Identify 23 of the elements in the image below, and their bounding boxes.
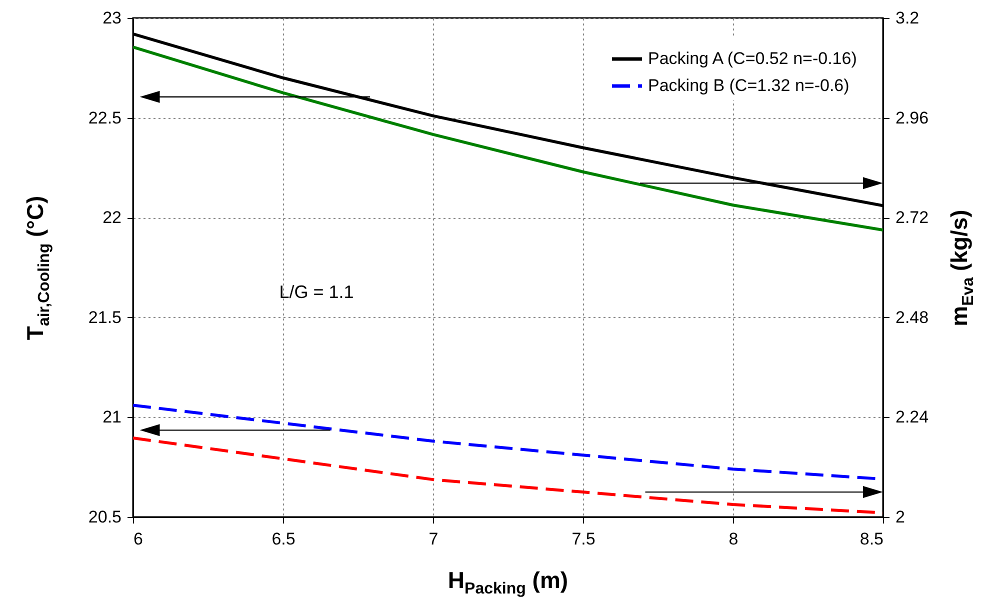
y2-tick-label: 2.72 <box>896 208 929 228</box>
x-tick-label: 6 <box>134 530 143 548</box>
y-tick-label: 22.5 <box>88 108 122 128</box>
x-tick-label: 7 <box>428 530 438 548</box>
x-tick-label: 6.5 <box>272 530 296 548</box>
legend-label: Packing A (C=0.52 n=-0.16) <box>648 49 857 68</box>
y-tick-label: 20.5 <box>88 508 122 526</box>
legend-label: Packing B (C=1.32 n=-0.6) <box>648 76 850 95</box>
x-tick-label: 8 <box>728 530 738 548</box>
y2-tick-label: 2.48 <box>896 308 929 327</box>
y-tick-label: 21.5 <box>88 308 122 327</box>
y-tick-label: 21 <box>102 408 122 427</box>
x-tick-label: 7.5 <box>572 530 596 548</box>
x-axis-title: H$_{Packing}$ (m) <box>448 567 568 599</box>
annotation: L/G = 1.1 <box>279 282 354 304</box>
x-tick-label: 8.5 <box>860 530 884 548</box>
y2-tick-label: 2.24 <box>896 408 929 427</box>
y-tick-label: 23 <box>102 8 122 28</box>
y-tick-label: 22 <box>102 208 122 228</box>
y2-tick-label: 2 <box>896 508 905 526</box>
y2-tick-label: 3.2 <box>896 8 920 28</box>
y2-tick-label: 2.96 <box>896 108 929 128</box>
line-series <box>133 46 883 232</box>
